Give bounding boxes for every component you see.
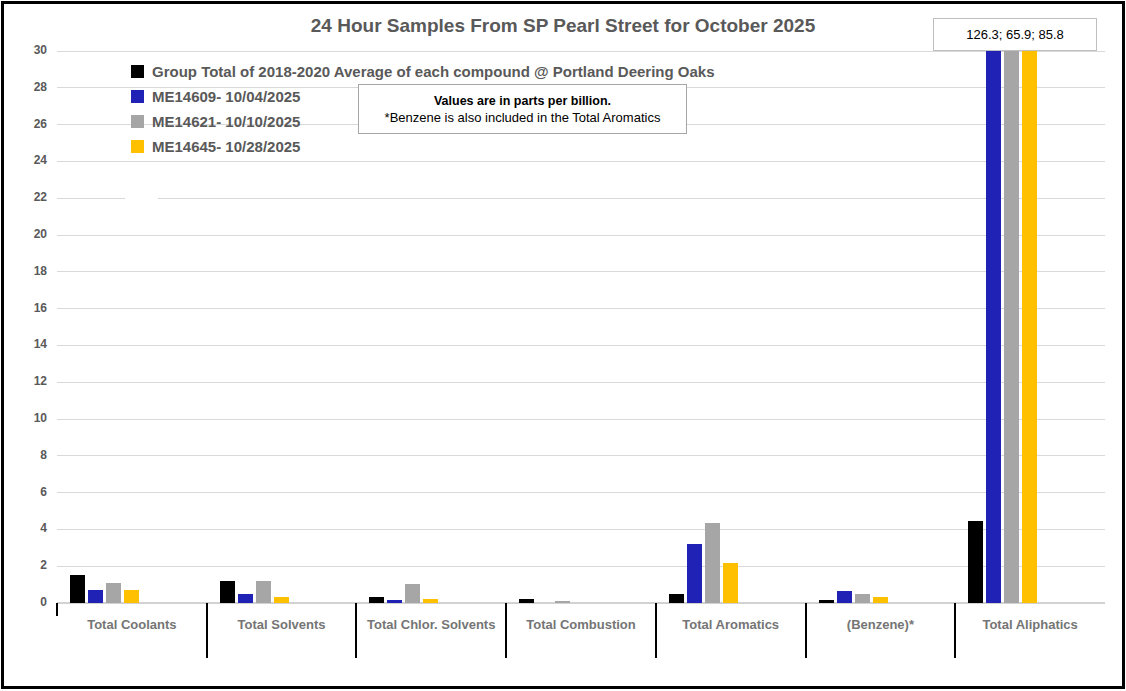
y-tick-label-4: 4 xyxy=(10,521,47,535)
y-tick-label-6: 6 xyxy=(10,485,47,499)
y-tick-label-14: 14 xyxy=(10,337,47,351)
bar-total-solvents-s2 xyxy=(256,581,271,603)
bar-total-aromatics-s2 xyxy=(705,523,720,603)
gridline-2 xyxy=(57,566,1105,567)
gridline-20 xyxy=(57,235,1105,236)
category-label-5: Total Aromatics xyxy=(656,617,806,632)
legend-label-1: Group Total of 2018-2020 Average of each… xyxy=(152,63,715,80)
legend-label-4: ME14645- 10/28/2025 xyxy=(152,138,300,155)
legend-label-2: ME14609- 10/04/2025 xyxy=(152,88,300,105)
bar-total-coolants-s2 xyxy=(106,583,121,603)
gridline-14 xyxy=(57,345,1105,346)
chart-window: 24 Hour Samples From SP Pearl Street for… xyxy=(0,0,1126,691)
gridline-22 xyxy=(57,198,1105,199)
bar--benzene--s1 xyxy=(837,591,852,603)
x-axis-line xyxy=(57,602,1105,604)
y-tick-label-26: 26 xyxy=(10,117,47,131)
y-tick-label-12: 12 xyxy=(10,374,47,388)
bar-total-aromatics-s0 xyxy=(669,594,684,603)
legend-item-1: Group Total of 2018-2020 Average of each… xyxy=(131,59,715,84)
legend-swatch-icon xyxy=(131,140,144,153)
category-label-7: Total Aliphatics xyxy=(955,617,1105,632)
bar-total-coolants-s1 xyxy=(88,590,103,603)
gridline-4 xyxy=(57,529,1105,530)
legend-swatch-icon xyxy=(131,65,144,78)
annotation-text: 126.3; 65.9; 85.8 xyxy=(966,27,1064,42)
bar-total-chlor-solvents-s3 xyxy=(423,599,438,603)
y-tick-label-20: 20 xyxy=(10,227,47,241)
legend-swatch-icon xyxy=(131,115,144,128)
gridline-18 xyxy=(57,271,1105,272)
category-label-1: Total Coolants xyxy=(57,617,207,632)
white-patch xyxy=(125,191,158,204)
y-tick-label-10: 10 xyxy=(10,411,47,425)
bar-total-solvents-s1 xyxy=(238,594,253,603)
bar-total-chlor-solvents-s1 xyxy=(387,600,402,603)
y-tick-label-28: 28 xyxy=(10,80,47,94)
bar-total-combustion-s0 xyxy=(519,599,534,603)
bar-total-aliphatics-s0 xyxy=(968,521,983,603)
bar--benzene--s3 xyxy=(873,597,888,603)
bar-total-coolants-s0 xyxy=(70,575,85,603)
legend-swatch-icon xyxy=(131,90,144,103)
bar-total-chlor-solvents-s2 xyxy=(405,584,420,603)
gridline-12 xyxy=(57,382,1105,383)
bar-total-solvents-s3 xyxy=(274,597,289,603)
gridline-16 xyxy=(57,308,1105,309)
category-label-3: Total Chlor. Solvents xyxy=(356,617,506,632)
bar-total-aliphatics-s2 xyxy=(1004,51,1019,603)
y-tick-label-0: 0 xyxy=(10,595,47,609)
category-label-2: Total Solvents xyxy=(207,617,357,632)
bar-total-coolants-s3 xyxy=(124,590,139,603)
annotation-box: 126.3; 65.9; 85.8 xyxy=(933,18,1097,51)
category-label-4: Total Combustion xyxy=(506,617,656,632)
x-axis-start-tick xyxy=(56,603,58,616)
bar-total-aliphatics-s3 xyxy=(1022,51,1037,603)
gridline-24 xyxy=(57,161,1105,162)
category-label-6: (Benzene)* xyxy=(806,617,956,632)
bar-total-solvents-s0 xyxy=(220,581,235,603)
gridline-10 xyxy=(57,419,1105,420)
y-tick-label-22: 22 xyxy=(10,190,47,204)
legend-label-3: ME14621- 10/10/2025 xyxy=(152,113,300,130)
bar-total-aliphatics-s1 xyxy=(986,51,1001,603)
bar--benzene--s0 xyxy=(819,600,834,603)
y-tick-label-2: 2 xyxy=(10,558,47,572)
gridline-8 xyxy=(57,455,1105,456)
y-tick-label-16: 16 xyxy=(10,301,47,315)
bar-total-aromatics-s1 xyxy=(687,544,702,603)
gridline-6 xyxy=(57,492,1105,493)
y-tick-label-30: 30 xyxy=(10,43,47,57)
y-tick-label-18: 18 xyxy=(10,264,47,278)
bar-total-chlor-solvents-s0 xyxy=(369,597,384,603)
y-tick-label-8: 8 xyxy=(10,448,47,462)
bar-total-aromatics-s3 xyxy=(723,563,738,603)
note-line-benzene: *Benzene is also included in the Total A… xyxy=(359,110,686,125)
legend-item-4: ME14645- 10/28/2025 xyxy=(131,134,715,159)
note-box: Values are in parts per billion. *Benzen… xyxy=(358,84,687,134)
note-line-units: Values are in parts per billion. xyxy=(359,94,686,108)
bar-total-combustion-s2 xyxy=(555,601,570,603)
y-tick-label-24: 24 xyxy=(10,153,47,167)
bar--benzene--s2 xyxy=(855,594,870,603)
